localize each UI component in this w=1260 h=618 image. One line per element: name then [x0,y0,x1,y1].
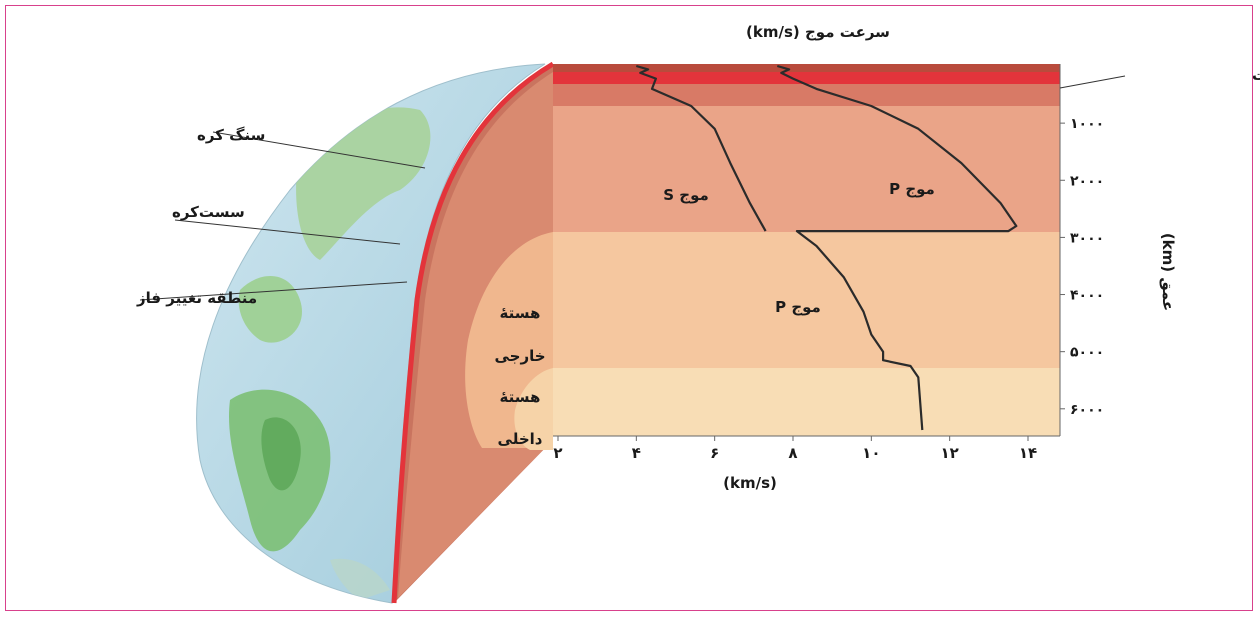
label-p-wave-core: موج P [775,298,821,316]
x-axis-unit: (km/s) [723,474,777,492]
label-p-wave-mantle: موج P [889,180,935,198]
y-axis-ticks: ۱۰۰۰ ۲۰۰۰ ۳۰۰۰ ۴۰۰۰ ۵۰۰۰ ۶۰۰۰ [1060,116,1104,418]
leader-asthenosphere [174,219,401,245]
x-tick-label: ۶ [710,444,719,462]
label-phase-change-zone: منطقه تغییر فاز [136,289,257,307]
y-tick-label: ۱۰۰۰ [1070,116,1104,132]
x-tick-label: ۱۰ [862,444,880,462]
label-inner-core-line2: داخلی [498,430,543,448]
y-tick-label: ۲۰۰۰ [1070,173,1104,189]
upper-mantle-band [553,84,1060,106]
velocity-chart: ۲ ۴ ۶ ۸ ۱۰ ۱۲ ۱۴ ۱۰۰۰ ۲۰۰۰ ۳۰۰۰ ۴۰۰۰ ۵۰۰۰ ۶۰۰۰ [553,64,1104,462]
label-low-velocity-zone: منطقهٔ کم‌سرعت [1252,66,1260,84]
label-lithosphere: سنگ کره [197,126,265,144]
x-tick-label: ۲ [553,444,562,462]
crust-band [553,72,1060,84]
y-axis-label: عمق (km) [1159,233,1177,311]
x-tick-label: ۱۴ [1019,444,1037,462]
x-tick-label: ۴ [632,444,641,462]
inner-core-band [553,368,1060,436]
label-outer-core-line1: هستهٔ [500,304,541,322]
y-tick-label: ۶۰۰۰ [1070,402,1104,418]
y-tick-label: ۳۰۰۰ [1070,230,1104,246]
s-wave-curve [635,64,767,232]
leader-phase-change [139,281,408,301]
label-s-wave: موج S [663,186,709,204]
chart-title: سرعت موج (km/s) [746,23,890,41]
x-tick-label: ۸ [788,444,797,462]
figure-frame [5,5,1253,611]
outer-core-band [553,232,1060,368]
label-inner-core-line1: هستهٔ [500,388,541,406]
p-wave-curve [776,64,1018,431]
y-tick-label: ۴۰۰۰ [1070,288,1104,304]
leader-lithosphere [212,131,426,169]
x-tick-label: ۱۲ [941,444,959,462]
leader-low-velocity [1059,75,1126,89]
x-axis-ticks: ۲ ۴ ۶ ۸ ۱۰ ۱۲ ۱۴ [553,436,1037,462]
low-velocity-zone-band [553,64,1060,72]
label-asthenosphere: سست‌کره [172,203,245,221]
earth-cross-section [391,61,555,604]
label-outer-core-line2: خارجی [494,347,545,365]
mantle-band [553,106,1060,232]
velocity-curves [635,64,1018,431]
y-tick-label: ۵۰۰۰ [1070,345,1104,361]
